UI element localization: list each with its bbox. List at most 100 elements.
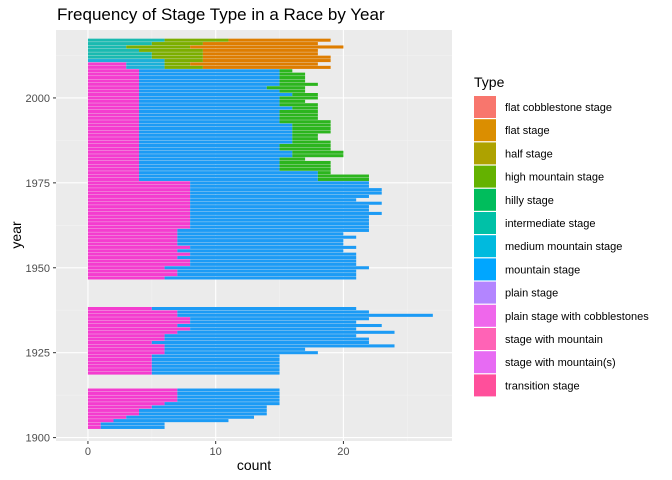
bar-segment xyxy=(87,177,140,181)
chart-title: Frequency of Stage Type in a Race by Yea… xyxy=(57,5,385,24)
bar-segment xyxy=(139,147,280,151)
bar-segment xyxy=(139,82,280,86)
legend-label: flat cobblestone stage xyxy=(505,102,612,114)
bar-segment xyxy=(190,320,357,324)
bar-segment xyxy=(87,225,191,229)
bar-segment xyxy=(87,86,140,90)
bar-segment xyxy=(279,167,331,171)
bar-segment xyxy=(177,323,382,328)
bar-segment xyxy=(190,218,369,222)
bar-segment xyxy=(139,130,293,134)
bar-segment xyxy=(190,188,382,192)
bar-segment xyxy=(164,59,203,63)
bar-segment xyxy=(87,113,140,117)
bar-segment xyxy=(139,167,280,171)
bar-segment xyxy=(202,42,318,46)
bar-segment xyxy=(87,188,191,192)
legend-label: flat stage xyxy=(505,125,550,137)
bar-segment xyxy=(190,198,357,202)
bar-segment xyxy=(292,137,318,141)
bar-segment xyxy=(87,82,140,86)
bar-segment xyxy=(87,408,140,412)
legend-key xyxy=(474,304,496,327)
legend-label: medium mountain stage xyxy=(505,241,622,253)
bar-segment xyxy=(87,211,191,215)
bar-segment xyxy=(164,337,369,341)
bar-segment xyxy=(164,351,318,355)
bar-segment xyxy=(87,52,152,56)
bar-segment xyxy=(87,174,140,178)
bar-segment xyxy=(190,262,357,266)
bar-segment xyxy=(87,262,191,266)
bar-segment xyxy=(139,160,280,164)
bar-segment xyxy=(177,388,280,392)
bar-segment xyxy=(177,310,369,314)
legend-key xyxy=(474,165,496,188)
bar-segment xyxy=(87,354,152,358)
bar-segment xyxy=(100,422,165,426)
bar-segment xyxy=(139,412,267,416)
y-tick-label: 1900 xyxy=(26,433,50,445)
bar-segment xyxy=(139,133,293,137)
bar-segment xyxy=(87,330,178,334)
bar-segment xyxy=(87,402,165,406)
bar-segment xyxy=(87,368,152,372)
y-tick-label: 1950 xyxy=(26,263,50,275)
bar-segment xyxy=(292,106,318,110)
bar-segment xyxy=(279,69,293,73)
bar-segment xyxy=(87,137,140,141)
bar-segment xyxy=(177,398,280,402)
bar-segment xyxy=(164,347,306,351)
bar-segment xyxy=(87,228,178,232)
bar-segment xyxy=(190,208,369,212)
bar-segment xyxy=(177,313,433,317)
bar-segment xyxy=(87,126,140,131)
bar-segment xyxy=(202,55,331,59)
bar-segment xyxy=(87,388,178,392)
bar-segment xyxy=(177,249,344,253)
bar-segment xyxy=(139,89,280,93)
bar-segment xyxy=(87,323,178,328)
legend-key xyxy=(474,235,496,258)
bar-segment xyxy=(190,205,369,209)
bar-segment xyxy=(87,307,152,311)
bar-segment xyxy=(87,317,191,321)
bar-segment xyxy=(202,59,331,63)
bar-segment xyxy=(87,327,191,331)
bar-segment xyxy=(279,103,318,107)
bar-segment xyxy=(87,395,178,399)
bar-segment xyxy=(164,266,369,270)
y-axis-title: year xyxy=(8,221,24,249)
bar-segment xyxy=(87,273,178,277)
bar-segment xyxy=(177,391,280,395)
bar-segment xyxy=(164,402,280,406)
bar-segment xyxy=(190,215,369,219)
y-tick-label: 1975 xyxy=(26,178,50,190)
bar-segment xyxy=(87,59,165,63)
x-tick-label: 20 xyxy=(337,446,349,458)
bar-segment xyxy=(139,143,280,148)
bar-segment xyxy=(87,391,178,395)
bar-segment xyxy=(177,242,344,246)
bar-segment xyxy=(87,340,152,345)
bar-segment xyxy=(139,171,318,175)
bar-segment xyxy=(177,239,344,243)
bar-segment xyxy=(317,171,331,175)
legend-title: Type xyxy=(474,74,505,90)
legend-key xyxy=(474,142,496,165)
bar-segment xyxy=(164,344,395,348)
bar-segment xyxy=(87,42,152,46)
bar-segment xyxy=(164,276,357,280)
bar-segment xyxy=(87,215,191,219)
bar-segment xyxy=(87,120,140,124)
bar-segment xyxy=(87,109,140,114)
bar-segment xyxy=(279,76,306,80)
bar-segment xyxy=(177,232,344,236)
bar-segment xyxy=(202,48,318,52)
bar-segment xyxy=(190,45,344,49)
bar-segment xyxy=(87,334,165,338)
bar-segment xyxy=(292,130,331,134)
bar-segment xyxy=(177,228,369,232)
x-axis-title: count xyxy=(237,457,271,473)
